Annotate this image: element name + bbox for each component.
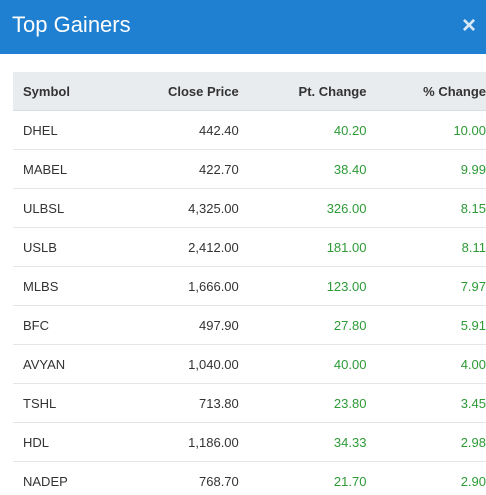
table-row[interactable]: MABEL 422.70 38.40 9.99 [13,149,486,189]
cell-pct-change: 9.99 [366,149,486,189]
cell-pct-change: 5.91 [366,305,486,345]
cell-pt-change: 27.80 [238,305,367,345]
cell-symbol: DHEL [13,110,145,150]
cell-symbol: ULBSL [13,188,145,228]
cell-pct-change: 8.15 [366,188,486,228]
cell-pct-change: 7.97 [366,266,486,306]
cell-close-price: 4,325.00 [144,188,239,228]
header-pt-change: Pt. Change [238,72,367,111]
table-header: Symbol Close Price Pt. Change % Change [13,72,486,111]
cell-symbol: MLBS [13,266,145,306]
table-row[interactable]: DHEL 442.40 40.20 10.00 [13,110,486,150]
table-row[interactable]: USLB 2,412.00 181.00 8.11 [13,227,486,267]
cell-close-price: 442.40 [144,110,239,150]
cell-close-price: 1,666.00 [144,266,239,306]
header-pct-change: % Change [366,72,486,111]
cell-pct-change: 2.98 [366,422,486,462]
cell-symbol: HDL [13,422,145,462]
cell-pct-change: 3.45 [366,383,486,423]
cell-pct-change: 4.00 [366,344,486,384]
modal-header: Top Gainers × [0,0,486,54]
cell-close-price: 1,040.00 [144,344,239,384]
table-body: DHEL 442.40 40.20 10.00 MABEL 422.70 38.… [13,110,486,495]
cell-pt-change: 23.80 [238,383,367,423]
cell-close-price: 713.80 [144,383,239,423]
cell-pct-change: 8.11 [366,227,486,267]
cell-symbol: NADEP [13,461,145,495]
gainers-table: Symbol Close Price Pt. Change % Change D… [13,72,486,495]
cell-pt-change: 38.40 [238,149,367,189]
modal-title: Top Gainers [12,12,131,37]
cell-pt-change: 326.00 [238,188,367,228]
cell-symbol: BFC [13,305,145,345]
cell-symbol: USLB [13,227,145,267]
cell-close-price: 768.70 [144,461,239,495]
cell-close-price: 497.90 [144,305,239,345]
table-row[interactable]: HDL 1,186.00 34.33 2.98 [13,422,486,462]
close-icon[interactable]: × [461,12,476,39]
cell-close-price: 422.70 [144,149,239,189]
cell-pt-change: 181.00 [238,227,367,267]
cell-pt-change: 123.00 [238,266,367,306]
cell-symbol: MABEL [13,149,145,189]
cell-symbol: AVYAN [13,344,145,384]
cell-pct-change: 2.90 [366,461,486,495]
header-close-price: Close Price [144,72,239,111]
cell-pct-change: 10.00 [366,110,486,150]
table-row[interactable]: ULBSL 4,325.00 326.00 8.15 [13,188,486,228]
table-row[interactable]: NADEP 768.70 21.70 2.90 [13,461,486,495]
table-row[interactable]: AVYAN 1,040.00 40.00 4.00 [13,344,486,384]
cell-pt-change: 21.70 [238,461,367,495]
table-row[interactable]: MLBS 1,666.00 123.00 7.97 [13,266,486,306]
cell-pt-change: 40.20 [238,110,367,150]
table-header-row: Symbol Close Price Pt. Change % Change [13,72,486,111]
gainers-table-wrapper: Symbol Close Price Pt. Change % Change D… [13,72,486,495]
cell-close-price: 1,186.00 [144,422,239,462]
header-symbol: Symbol [13,72,145,111]
cell-symbol: TSHL [13,383,145,423]
table-row[interactable]: TSHL 713.80 23.80 3.45 [13,383,486,423]
table-row[interactable]: BFC 497.90 27.80 5.91 [13,305,486,345]
cell-close-price: 2,412.00 [144,227,239,267]
cell-pt-change: 34.33 [238,422,367,462]
cell-pt-change: 40.00 [238,344,367,384]
